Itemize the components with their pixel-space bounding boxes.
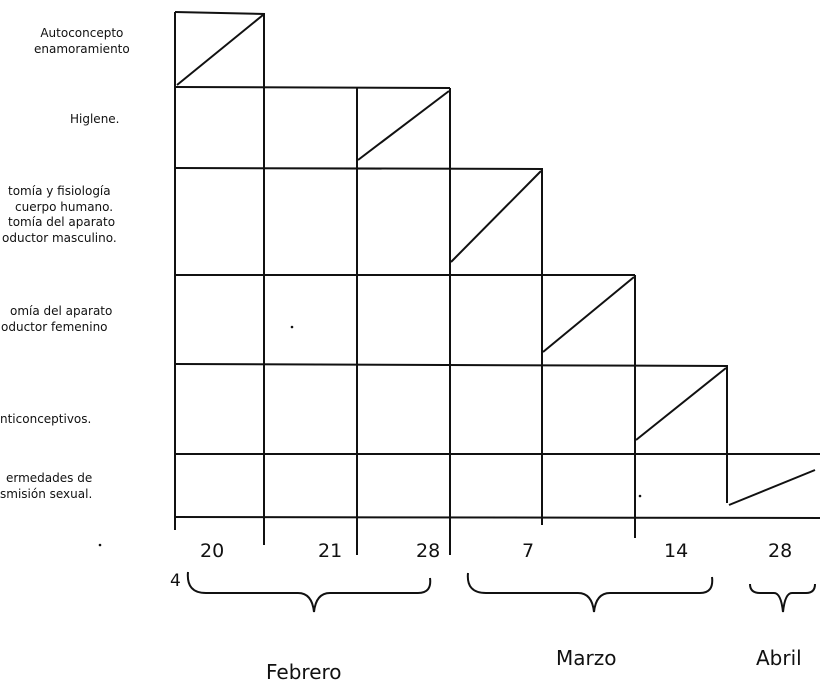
month-label-marzo: Marzo <box>556 646 617 670</box>
session-2-diagonal <box>357 90 450 161</box>
row-1-top-edge <box>174 11 266 15</box>
session-1-diagonal <box>176 14 264 86</box>
stray-label: 4 <box>170 571 181 591</box>
session-3-diagonal <box>450 170 542 263</box>
february-brace <box>186 571 432 613</box>
date-label: 20 <box>200 540 225 562</box>
scan-speck <box>290 325 294 329</box>
session-6-diagonal <box>728 469 816 506</box>
month-label-febrero: Febrero <box>266 660 342 684</box>
april-brace <box>749 583 816 613</box>
month-label-abril: Abril <box>756 646 802 670</box>
date-label: 28 <box>416 540 441 562</box>
row-2-top-edge <box>174 86 451 89</box>
date-label: 21 <box>318 540 343 562</box>
date-label: 28 <box>768 540 793 562</box>
topic-label-anticonceptivos: nticonceptivos. <box>0 412 92 426</box>
date-label: 7 <box>522 540 535 562</box>
topic-label-higiene: Higlene. <box>70 112 120 126</box>
scan-speck <box>638 494 642 498</box>
date-label: 14 <box>664 540 689 562</box>
scan-speck <box>98 543 102 547</box>
row-5-top-edge <box>174 363 729 367</box>
session-4-diagonal <box>542 276 635 353</box>
row-3-top-edge <box>174 167 544 170</box>
topic-label-anatomia-masculino: tomía y fisiología cuerpo humano. tomía … <box>2 184 117 245</box>
session-5-diagonal <box>635 367 727 441</box>
baseline-axis <box>174 516 820 519</box>
topic-label-autoconcepto: Autoconcepto enamoramiento <box>34 26 130 56</box>
topic-label-anatomia-femenino: omía del aparato oductor femenino <box>1 304 113 334</box>
march-brace <box>466 572 714 613</box>
topic-label-ets: ermedades de smisión sexual. <box>0 471 93 501</box>
